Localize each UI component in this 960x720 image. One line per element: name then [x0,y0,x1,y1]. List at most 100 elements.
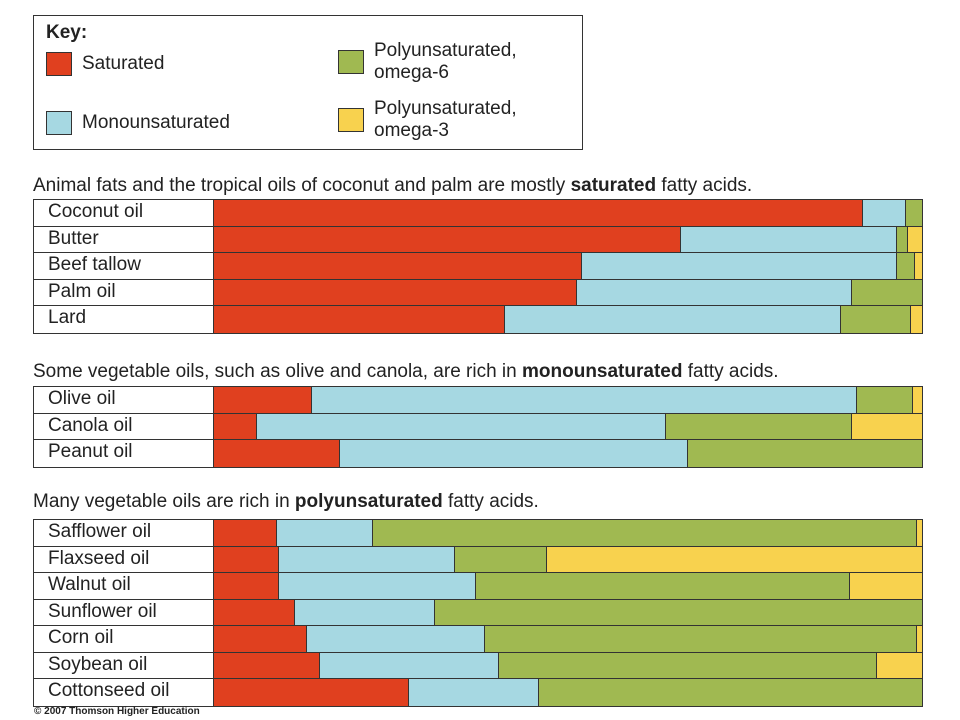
bar-row-label: Coconut oil [34,200,214,226]
legend-title: Key: [46,22,88,43]
legend-item-monounsaturated: Monounsaturated [46,111,230,135]
bar-segment-monounsaturated [279,573,476,599]
bar-segment-saturated [214,253,583,279]
bar-row: Canola oil [34,413,922,440]
bar-segment-monounsaturated [582,253,898,279]
bar-segment-omega6 [688,440,922,467]
bar-segment-monounsaturated [577,279,852,305]
bar-row-label: Lard [34,306,214,333]
bar-row: Sunflower oil [34,599,922,626]
bar-row-label: Safflower oil [34,520,214,546]
bar-segment-monounsaturated [320,652,500,678]
legend-swatch-saturated [46,52,72,76]
section-heading-monounsaturated: Some vegetable oils, such as olive and c… [33,361,779,383]
bar-segment-monounsaturated [681,226,898,252]
bar-segment-omega3 [547,546,922,572]
bar-segment-omega6 [434,599,922,625]
bar-row: Butter [34,226,922,253]
bar-segment-saturated [214,279,578,305]
legend-label-omega3: Polyunsaturated, omega-3 [374,98,517,141]
bar-segment-monounsaturated [294,599,435,625]
bar-table-polyunsaturated: Safflower oil Flaxseed oil Walnut oil Sunfl… [33,519,923,707]
bar-segment-saturated [214,387,312,413]
bar-row: Walnut oil [34,573,922,600]
legend-item-saturated: Saturated [46,52,164,76]
bar-segment-omega6 [856,387,913,413]
legend-swatch-omega3 [338,108,364,132]
legend-label-saturated: Saturated [82,53,165,74]
bar-segment-omega3 [910,306,922,333]
bar-segment-omega6 [897,226,908,252]
bar-table-monounsaturated: Olive oil Canola oil Peanut oil [33,386,923,468]
bar-segment-omega6 [455,546,548,572]
bar-row: Corn oil [34,626,922,653]
bar-segment-monounsaturated [340,440,689,467]
bar-segment-saturated [214,546,280,572]
bar-segment-saturated [214,520,277,546]
legend-label-monounsaturated: Monounsaturated [82,112,230,133]
stacked-bar [214,306,922,333]
bar-segment-monounsaturated [504,306,841,333]
bar-segment-omega6 [373,520,918,546]
bar-segment-monounsaturated [306,626,486,652]
bar-segment-omega3 [907,226,922,252]
bar-segment-saturated [214,200,864,226]
bar-row-label: Sunflower oil [34,599,214,625]
section-heading-emphasis: monounsaturated [522,361,683,382]
bar-row-label: Canola oil [34,413,214,439]
bar-segment-omega3 [912,387,922,413]
bar-segment-omega3 [917,626,922,652]
bar-row-label: Walnut oil [34,573,214,599]
bar-segment-saturated [214,440,341,467]
bar-segment-omega6 [485,626,918,652]
bar-row: Beef tallow [34,253,922,280]
stacked-bar [214,200,922,226]
bar-segment-saturated [214,573,280,599]
section-heading-text: Many vegetable oils are rich in [33,491,295,512]
bar-row-label: Beef tallow [34,253,214,279]
bar-row: Safflower oil [34,520,922,547]
section-heading-emphasis: polyunsaturated [294,491,443,512]
legend-swatch-monounsaturated [46,111,72,135]
bar-segment-saturated [214,306,505,333]
bar-segment-omega6 [840,306,911,333]
bar-segment-monounsaturated [257,413,667,439]
bar-segment-omega3 [877,652,922,678]
stacked-bar [214,520,922,546]
section-heading-polyunsaturated: Many vegetable oils are rich in polyunsa… [33,491,539,513]
bar-row-label: Soybean oil [34,652,214,678]
legend-label-omega6: Polyunsaturated, omega-6 [374,40,517,83]
bar-row-label: Corn oil [34,626,214,652]
bar-row-label: Cottonseed oil [34,679,214,706]
bar-row-label: Butter [34,226,214,252]
stacked-bar [214,599,922,625]
bar-segment-omega6 [905,200,922,226]
bar-segment-monounsaturated [408,679,539,706]
bar-row: Lard [34,306,922,333]
section-heading-emphasis: saturated [570,175,657,196]
section-heading-text: fatty acids. [442,491,539,512]
bar-segment-omega6 [897,253,915,279]
bar-segment-omega6 [666,413,852,439]
stacked-bar [214,626,922,652]
stacked-bar [214,440,922,467]
bar-row: Coconut oil [34,200,922,227]
bar-segment-omega3 [851,413,922,439]
bar-segment-saturated [214,679,409,706]
stacked-bar [214,226,922,252]
copyright-text: © 2007 Thomson Higher Education [34,706,200,717]
stacked-bar [214,573,922,599]
bar-segment-omega3 [914,253,922,279]
bar-segment-omega3 [917,520,922,546]
bar-segment-saturated [214,652,321,678]
legend-item-omega3: Polyunsaturated, omega-3 [338,98,517,142]
chart-legend: Key: Saturated Monounsaturated Polyunsat… [33,15,583,150]
bar-segment-omega6 [499,652,878,678]
bar-segment-monounsaturated [311,387,857,413]
bar-segment-saturated [214,599,295,625]
bar-segment-monounsaturated [863,200,906,226]
bar-row-label: Peanut oil [34,440,214,467]
stacked-bar [214,679,922,706]
stacked-bar [214,652,922,678]
section-heading-text: fatty acids. [682,361,779,382]
